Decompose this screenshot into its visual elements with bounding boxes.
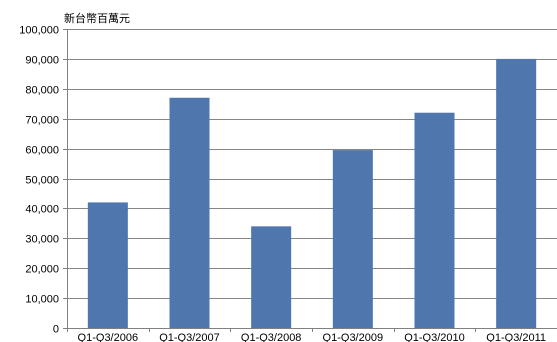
x-tick-label: Q1-Q3/2009	[323, 332, 384, 342]
y-tick-label: 0	[53, 324, 59, 336]
y-tick-label: 30,000	[25, 234, 59, 246]
x-tick-label: Q1-Q3/2008	[241, 332, 302, 342]
y-tick-label: 100,000	[19, 25, 59, 37]
y-tick-label: 10,000	[25, 294, 59, 306]
x-tick-label: Q1-Q3/2007	[159, 332, 220, 342]
y-axis-unit-label: 新台幣百萬元	[64, 12, 130, 25]
bar	[251, 226, 292, 328]
x-tick-label: Q1-Q3/2006	[78, 332, 139, 342]
y-tick-label: 70,000	[25, 115, 59, 127]
y-tick-label: 60,000	[25, 145, 59, 157]
bar	[332, 150, 373, 328]
x-tick-label: Q1-Q3/2010	[404, 332, 465, 342]
y-tick-label: 80,000	[25, 85, 59, 97]
y-tick-label: 20,000	[25, 264, 59, 276]
bar	[414, 112, 455, 328]
bar	[169, 97, 210, 329]
y-tick-label: 90,000	[25, 55, 59, 67]
y-tick-label: 40,000	[25, 204, 59, 216]
y-tick-label: 50,000	[25, 175, 59, 187]
x-tick-label: Q1-Q3/2011	[486, 332, 546, 342]
bar	[496, 58, 537, 329]
bar	[87, 202, 128, 328]
